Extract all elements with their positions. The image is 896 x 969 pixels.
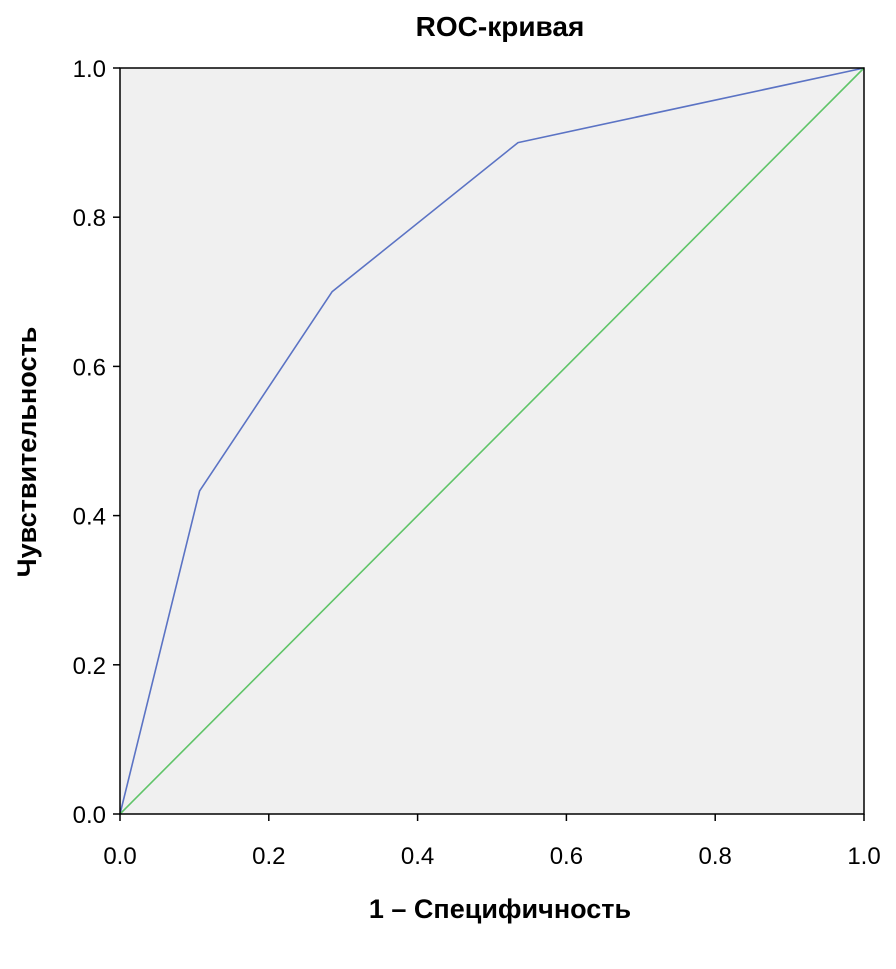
y-axis-label: Чувствительность [12, 327, 42, 578]
reference-diagonal-line [119, 67, 865, 815]
chart-title: ROC-кривая [416, 11, 585, 42]
x-tick-label: 0.0 [103, 843, 136, 870]
y-tick-label: 0.6 [73, 354, 106, 381]
plot-frame [119, 67, 865, 815]
axis-layer [119, 67, 865, 815]
x-tick-label: 0.2 [252, 843, 285, 870]
y-tick-label: 0.2 [73, 653, 106, 680]
x-tick-label: 0.4 [401, 843, 434, 870]
y-tick-label: 0.4 [73, 504, 106, 531]
x-axis-label: 1 – Специфичность [369, 894, 631, 924]
series-layer [119, 67, 865, 815]
y-tick-label: 1.0 [73, 56, 106, 83]
x-tick-label: 0.6 [550, 843, 583, 870]
x-tick-label: 0.8 [699, 843, 732, 870]
x-tick-label: 1.0 [847, 843, 880, 870]
y-tick-label: 0.8 [73, 205, 106, 232]
tick-layer: 0.0 0.2 0.4 0.6 0.8 1.0 0.0 0.2 0.4 0.6 0.8 1.0 [73, 56, 881, 870]
y-tick-label: 0.0 [73, 802, 106, 829]
roc-curve-line [119, 67, 865, 815]
